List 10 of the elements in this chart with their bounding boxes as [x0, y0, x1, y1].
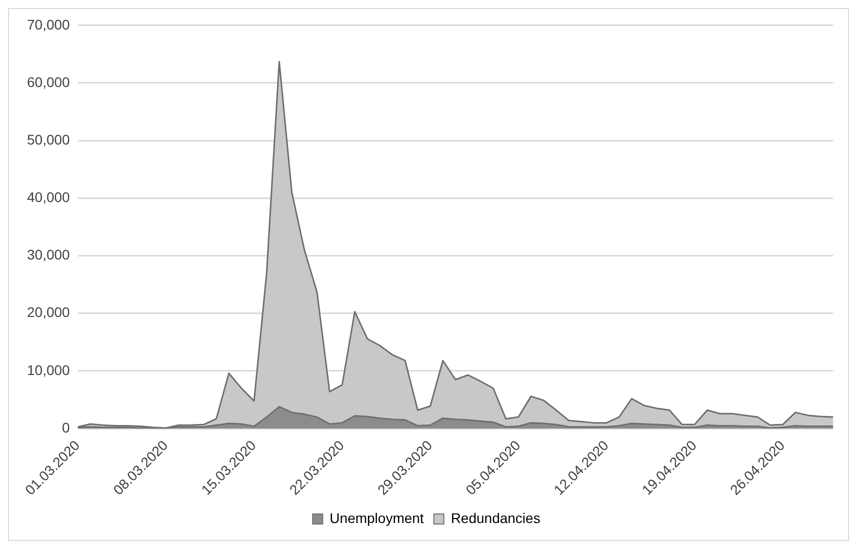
legend-label: Unemployment [330, 510, 424, 526]
y-tick-label: 50,000 [26, 131, 70, 148]
y-tick-label: 30,000 [26, 246, 70, 263]
y-tick-label: 10,000 [26, 362, 70, 378]
y-tick-label: 20,000 [26, 304, 70, 320]
y-tick-label: 70,000 [26, 16, 70, 32]
legend-label: Redundancies [450, 510, 540, 526]
y-tick-label: 40,000 [26, 189, 70, 206]
y-tick-label: 0 [62, 419, 70, 436]
y-tick-label: 60,000 [26, 74, 70, 90]
